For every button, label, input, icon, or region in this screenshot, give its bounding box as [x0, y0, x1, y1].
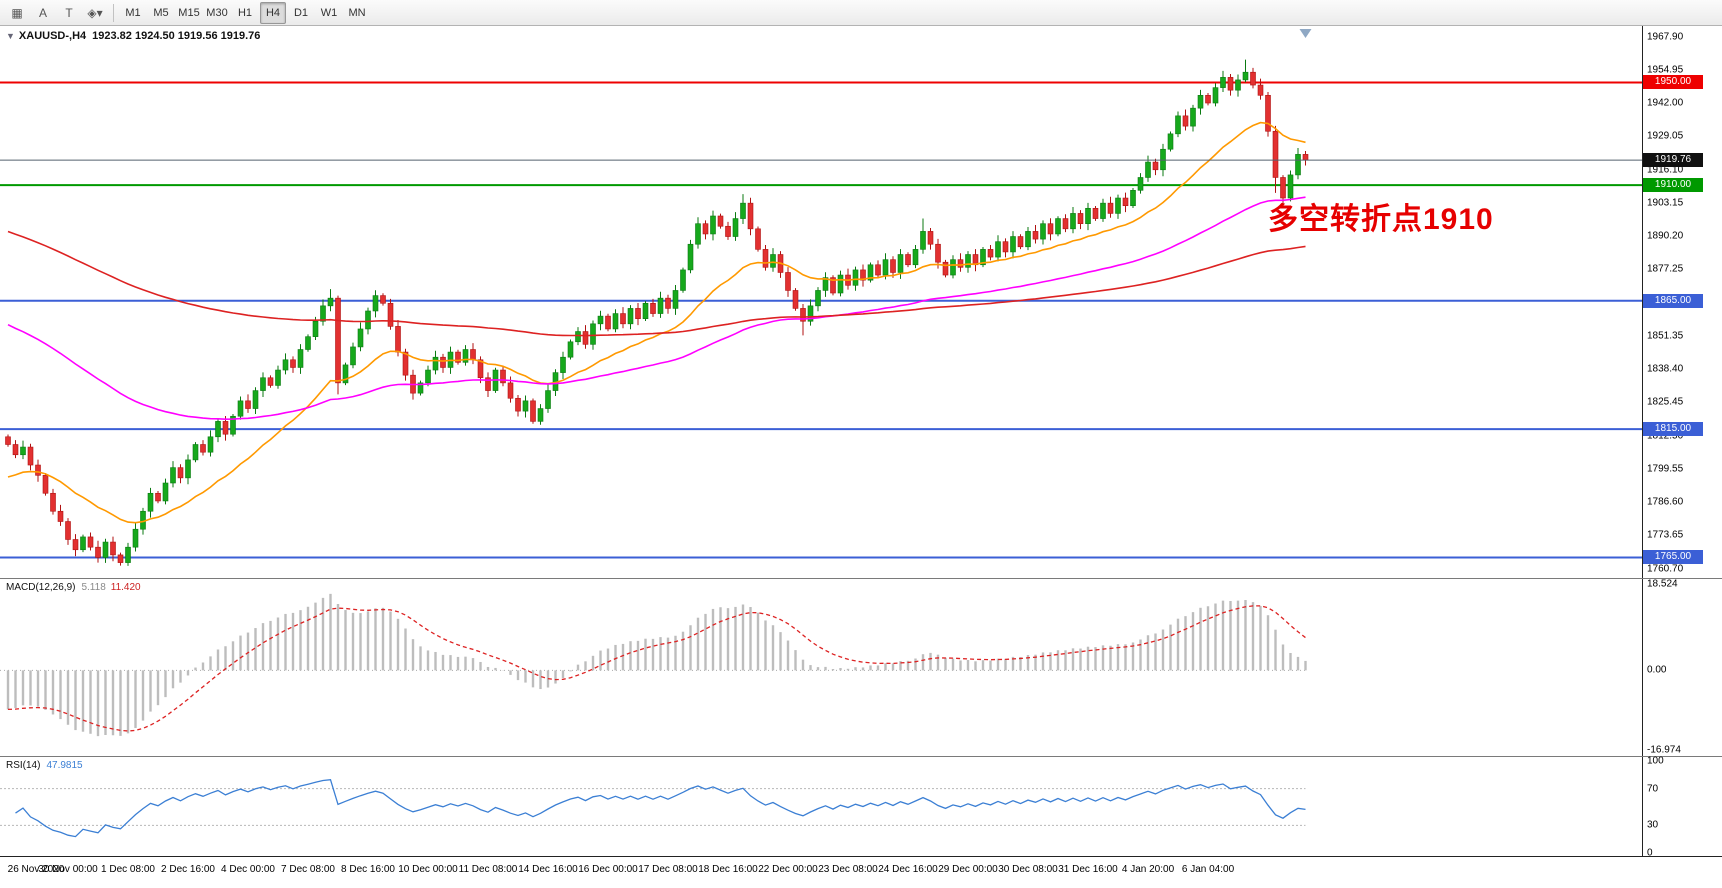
time-axis-label: 4 Dec 00:00 [221, 864, 275, 875]
price-axis-label: 1877.25 [1647, 263, 1684, 275]
chart-area: ▼ XAUUSD-,H4 1923.82 1924.50 1919.56 1919.… [0, 26, 1722, 888]
price-axis-label: 1942.00 [1647, 97, 1684, 109]
macd-plot[interactable] [0, 579, 1642, 757]
macd-axis-label: -16.974 [1647, 744, 1681, 756]
chart-bars-icon[interactable]: ▦ [11, 5, 23, 20]
time-axis-label: 30 Dec 08:00 [998, 864, 1058, 875]
timeframe-button-m30[interactable]: M30 [206, 6, 228, 19]
price-axis-label: 1799.55 [1647, 463, 1684, 475]
macd-axis-label: 18.524 [1647, 578, 1678, 590]
timeframe-button-mn[interactable]: MN [348, 6, 366, 19]
level-price-badge: 1865.00 [1643, 293, 1703, 308]
rsi-axis[interactable]: 100 70 30 0 [1642, 755, 1722, 859]
rsi-label: RSI(14) 47.9815 [6, 760, 83, 771]
time-axis-label: 14 Dec 16:00 [518, 864, 578, 875]
price-axis-label: 1773.65 [1647, 529, 1684, 541]
macd-name: MACD(12,26,9) [6, 582, 76, 593]
macd-value-main: 5.118 [81, 582, 106, 593]
time-axis-label: 11 Dec 08:00 [458, 864, 518, 875]
chart-dropdown-arrow-icon[interactable]: ▼ [6, 31, 15, 41]
macd-panel: MACD(12,26,9) 5.118 11.420 18.524 0.00 -16.9… [0, 578, 1722, 756]
price-axis-label: 1967.90 [1647, 31, 1684, 43]
price-axis-label: 1890.20 [1647, 230, 1684, 242]
toolbar-icon-group: ▦ A T ◈▾ [4, 2, 108, 24]
time-axis-label: 17 Dec 08:00 [638, 864, 698, 875]
rsi-name: RSI(14) [6, 760, 41, 771]
level-price-badge: 1765.00 [1643, 550, 1703, 565]
time-axis-label: 1 Dec 08:00 [101, 864, 155, 875]
price-chart-plot[interactable] [0, 26, 1642, 578]
chart-title: ▼ XAUUSD-,H4 1923.82 1924.50 1919.56 1919.… [6, 30, 260, 42]
text-tool-icon[interactable]: T [65, 5, 73, 20]
price-axis-label: 1760.70 [1647, 563, 1684, 574]
timeframe-button-d1[interactable]: D1 [293, 6, 309, 19]
rsi-axis-label: 100 [1647, 755, 1664, 767]
macd-axis[interactable]: 18.524 0.00 -16.974 [1642, 578, 1722, 756]
price-axis-label: 1903.15 [1647, 197, 1684, 209]
toolbar-separator [113, 3, 114, 22]
rsi-plot[interactable] [0, 757, 1642, 857]
time-axis-label: 16 Dec 00:00 [578, 864, 638, 875]
time-axis-label: 29 Dec 00:00 [938, 864, 998, 875]
time-axis-label: 10 Dec 00:00 [398, 864, 458, 875]
time-axis-label: 23 Dec 08:00 [818, 864, 878, 875]
timeframe-group: M1 M5 M15 M30 H1 H4 D1 W1 MN [119, 1, 371, 24]
price-axis-label: 1916.10 [1647, 164, 1684, 176]
main-chart-panel: ▼ XAUUSD-,H4 1923.82 1924.50 1919.56 1919.… [0, 26, 1722, 578]
rsi-axis-label: 0 [1647, 847, 1653, 859]
timeframe-button-m15[interactable]: M15 [178, 6, 200, 19]
macd-axis-label: 0.00 [1647, 664, 1667, 676]
timeframe-button-m5[interactable]: M5 [153, 6, 169, 19]
macd-label: MACD(12,26,9) 5.118 11.420 [6, 582, 141, 593]
level-price-badge: 1950.00 [1643, 75, 1703, 90]
time-axis-label: 2 Dec 16:00 [161, 864, 215, 875]
price-axis-label: 1851.35 [1647, 330, 1684, 342]
level-price-badge: 1815.00 [1643, 422, 1703, 437]
time-axis-label: 4 Jan 20:00 [1121, 864, 1175, 875]
timeframe-button-w1[interactable]: W1 [320, 6, 338, 19]
timeframe-button-m1[interactable]: M1 [125, 6, 141, 19]
price-axis-label: 1954.95 [1647, 64, 1684, 76]
bid-price-badge: 1919.76 [1643, 153, 1703, 168]
time-axis-label: 6 Jan 04:00 [1181, 864, 1235, 875]
macd-value-signal: 11.420 [110, 582, 141, 593]
price-axis[interactable]: 1967.90 1954.95 1942.00 1929.05 1916.10 1903.… [1642, 26, 1722, 578]
time-axis-label: 8 Dec 16:00 [341, 864, 395, 875]
time-axis-label: 22 Dec 00:00 [758, 864, 818, 875]
time-axis-label: 31 Dec 16:00 [1058, 864, 1118, 875]
rsi-panel: RSI(14) 47.9815 100 70 30 0 [0, 755, 1722, 859]
time-axis-label: 24 Dec 16:00 [878, 864, 938, 875]
time-axis-label: 18 Dec 16:00 [698, 864, 758, 875]
time-axis-label: 30 Nov 00:00 [38, 864, 98, 875]
price-axis-label: 1929.05 [1647, 130, 1684, 142]
time-axis[interactable]: 26 Nov 2020 30 Nov 00:00 1 Dec 08:00 2 Dec … [0, 856, 1722, 888]
annotation-text: 多空转折点1910 [1268, 203, 1494, 236]
price-axis-label: 1786.60 [1647, 496, 1684, 508]
symbol-period-label: XAUUSD-,H4 [18, 30, 87, 42]
drawing-tools-icon[interactable]: ◈▾ [87, 5, 103, 20]
rsi-axis-label: 70 [1647, 783, 1659, 795]
price-axis-label: 1825.45 [1647, 396, 1684, 408]
rsi-axis-label: 30 [1647, 819, 1659, 831]
timeframe-button-h4[interactable]: H4 [260, 1, 286, 24]
time-axis-label: 26 Nov 2020 [7, 864, 65, 875]
time-axis-label: 7 Dec 08:00 [281, 864, 335, 875]
cursor-tool-icon[interactable]: A [38, 5, 47, 20]
timeframe-button-h1[interactable]: H1 [237, 6, 253, 19]
ohlc-values: 1923.82 1924.50 1919.56 1919.76 [92, 30, 261, 42]
price-axis-label: 1838.40 [1647, 363, 1684, 375]
toolbar: ▦ A T ◈▾ M1 M5 M15 M30 H1 H4 D1 W1 MN [0, 0, 1722, 26]
rsi-value: 47.9815 [46, 760, 83, 771]
level-price-badge: 1910.00 [1643, 178, 1703, 193]
